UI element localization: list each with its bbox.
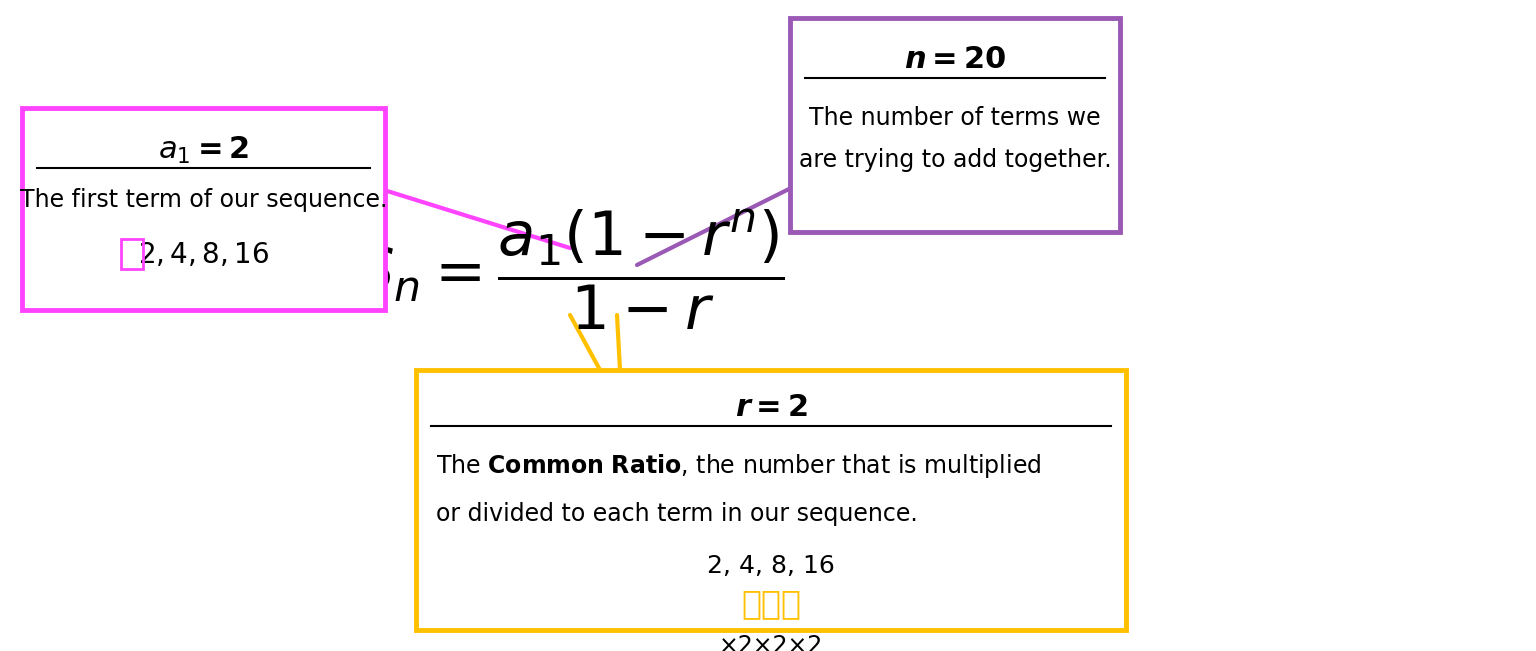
Bar (790, 18, 1120, 232)
Text: The number of terms we: The number of terms we (809, 106, 1101, 130)
Text: or divided to each term in our sequence.: or divided to each term in our sequence. (436, 502, 917, 526)
Bar (416, 370, 1126, 630)
Text: are trying to add together.: are trying to add together. (799, 148, 1112, 172)
Text: $\boldsymbol{n = 20}$: $\boldsymbol{n = 20}$ (905, 46, 1006, 74)
Bar (120, 239, 143, 269)
Text: 2, 4, 8, 16: 2, 4, 8, 16 (707, 554, 836, 578)
Text: The first term of our sequence.: The first term of our sequence. (20, 188, 387, 212)
Text: $\mathregular{2, 4, 8, 16}$: $\mathregular{2, 4, 8, 16}$ (138, 241, 269, 269)
Text: $\boldsymbol{a_1 = 2}$: $\boldsymbol{a_1 = 2}$ (158, 135, 249, 165)
Text: The $\mathbf{Common\ Ratio}$, the number that is multiplied: The $\mathbf{Common\ Ratio}$, the number… (436, 452, 1041, 480)
Text: $\boldsymbol{r = 2}$: $\boldsymbol{r = 2}$ (734, 393, 808, 422)
Text: $S_n = \dfrac{a_1(1 - r^n)}{1 - r}$: $S_n = \dfrac{a_1(1 - r^n)}{1 - r}$ (355, 208, 785, 333)
Text: ×2×2×2: ×2×2×2 (719, 634, 823, 651)
Text: 🡇🡇🡇: 🡇🡇🡇 (740, 587, 800, 620)
Bar (22, 108, 386, 310)
